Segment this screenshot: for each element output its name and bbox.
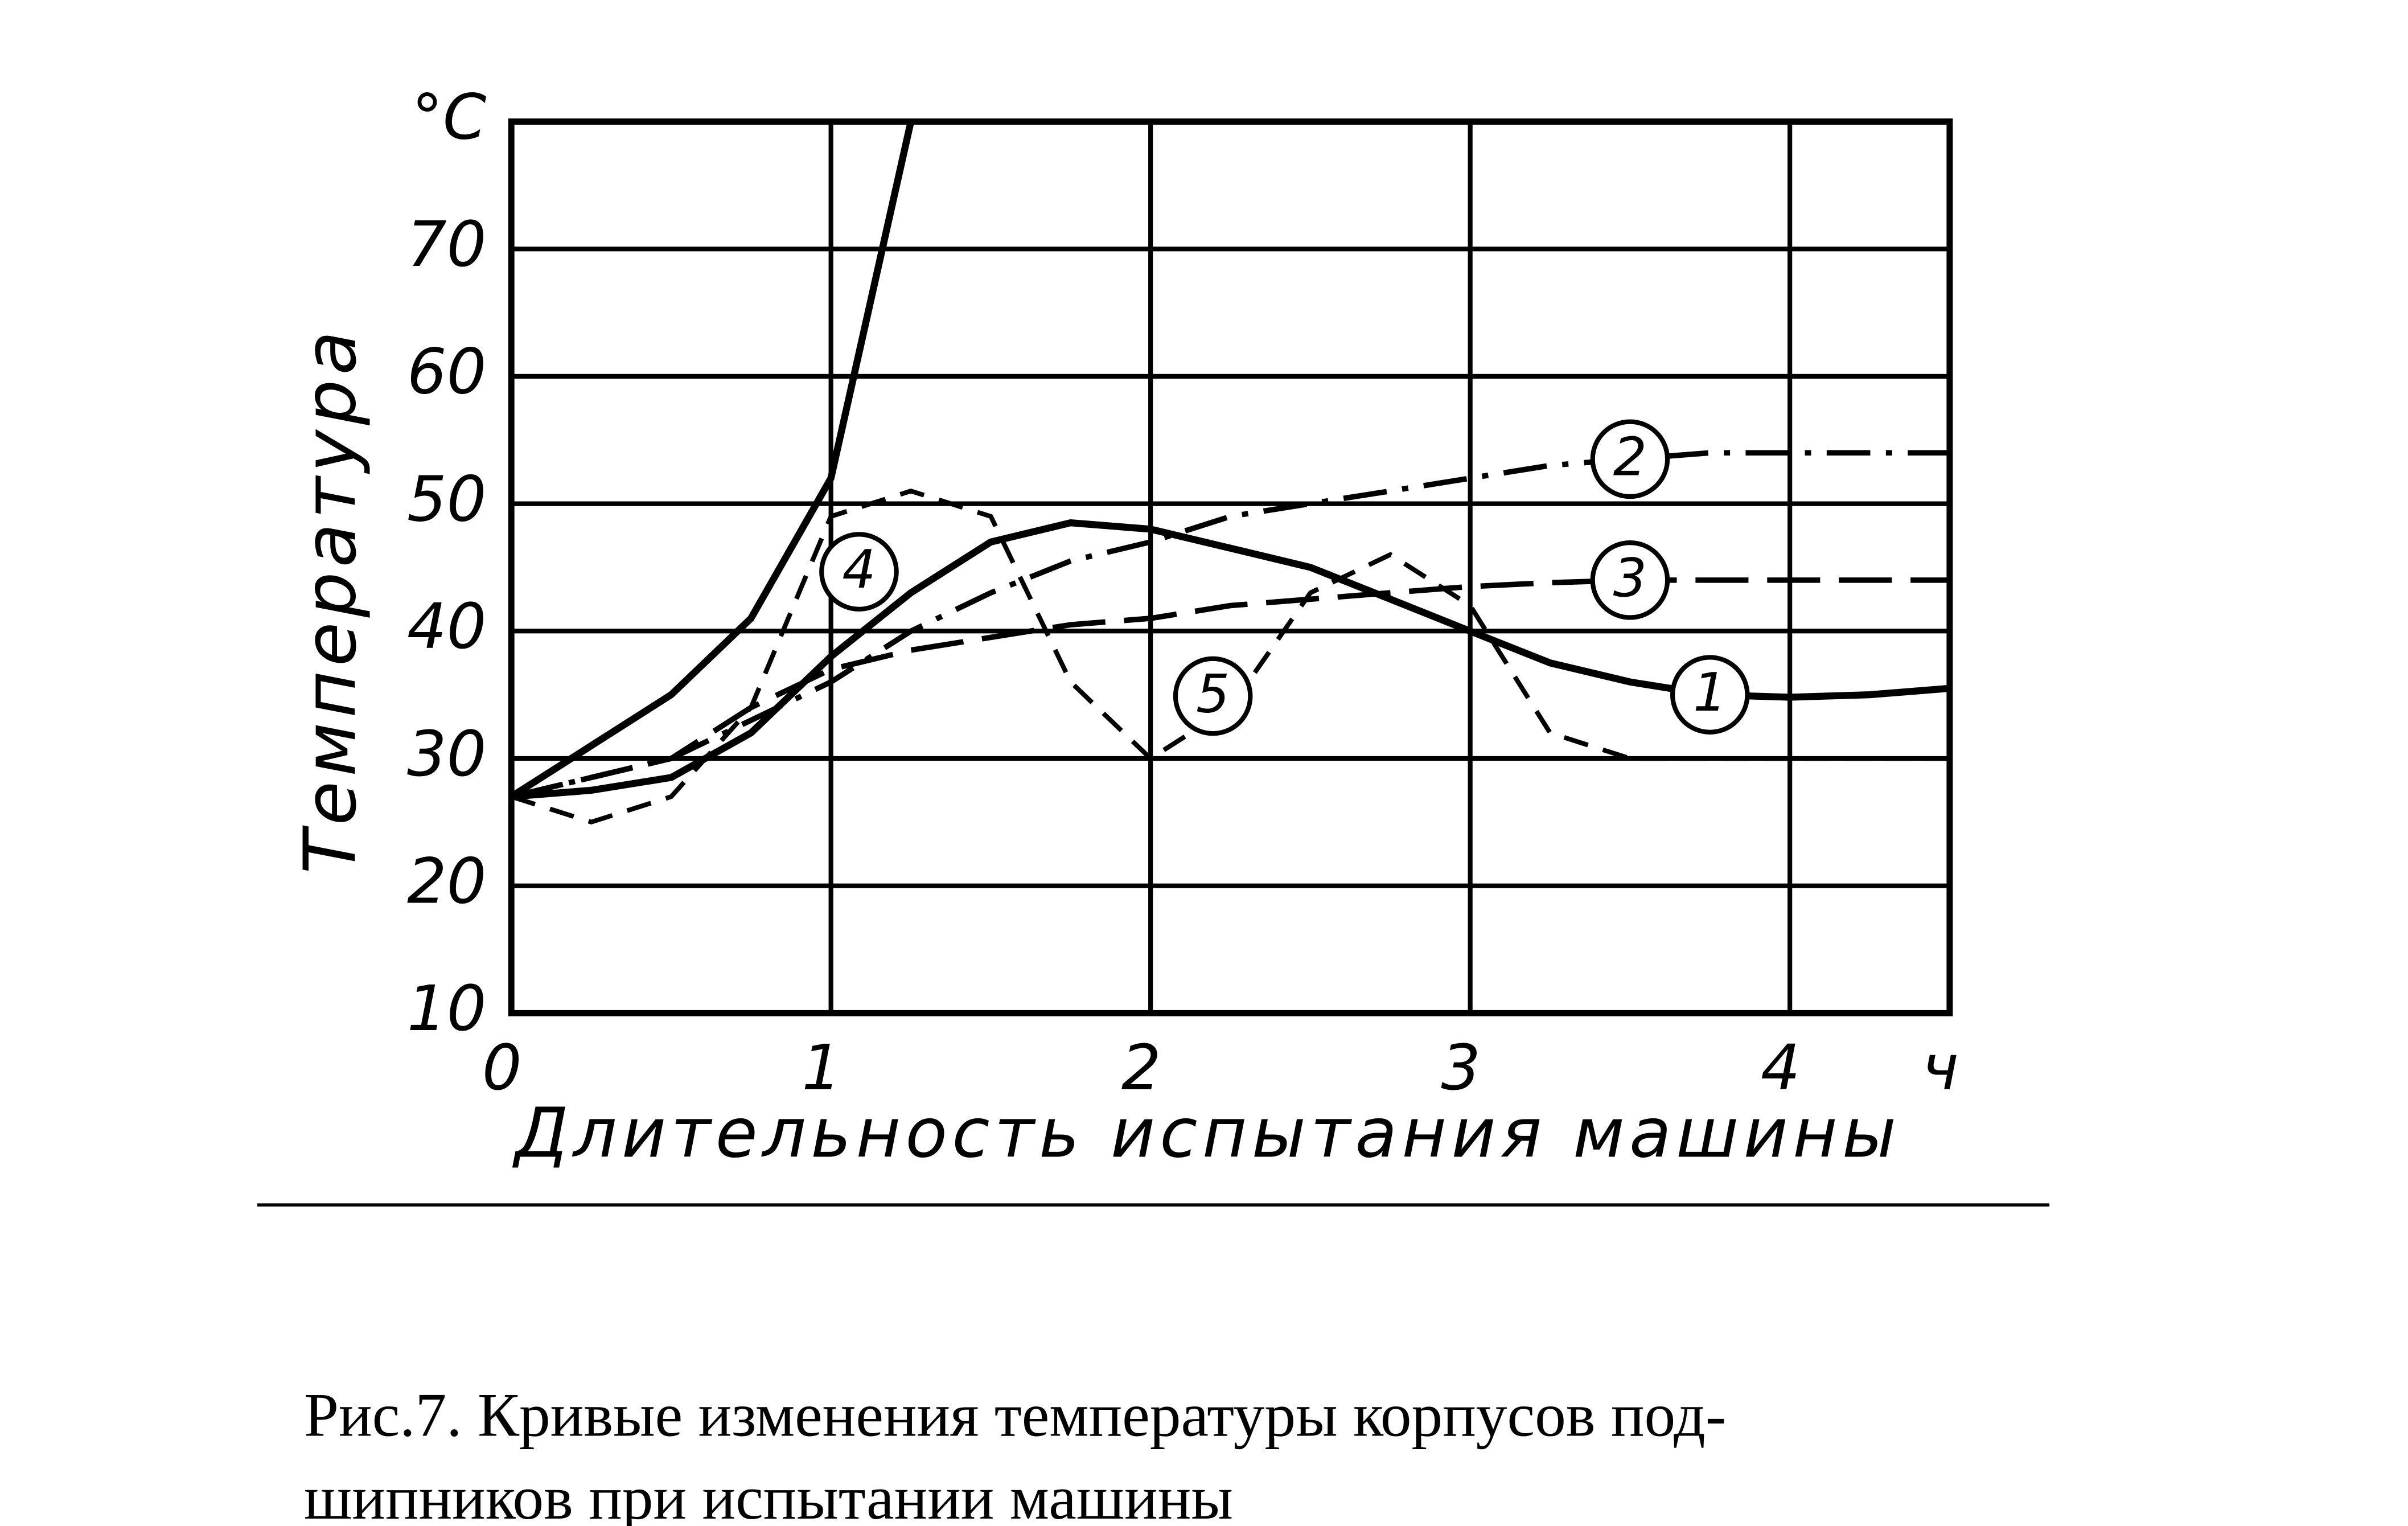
legend-label: 2 (1613, 426, 1647, 487)
y-tick-label: 40 (407, 590, 486, 663)
legend-marker (1590, 419, 1670, 499)
legend-label: 1 (1693, 662, 1727, 723)
series-line (511, 450, 1950, 799)
y-tick-label: 20 (407, 844, 486, 917)
x-tick-label: 0 (482, 1031, 522, 1104)
y-tick-label: 50 (407, 462, 486, 535)
y-tick-label: 70 (407, 208, 486, 281)
legend-label: 5 (1196, 663, 1230, 725)
y-tick-label: 10 (407, 972, 486, 1045)
x-tick-label: 4 (1761, 1031, 1801, 1104)
y-tick-label: 60 (407, 335, 486, 408)
x-tick-label: 3 (1441, 1031, 1481, 1104)
legend-label: 4 (842, 539, 876, 600)
caption-line: шипников при испытании машины (304, 1463, 1233, 1526)
legend-marker (819, 532, 899, 612)
series-line (509, 121, 915, 800)
x-tick-label: ч (1922, 1031, 1959, 1104)
x-tick-label: 1 (802, 1031, 841, 1104)
y-axis-title: Температура (289, 326, 372, 873)
series-line (510, 489, 1950, 824)
y-tick-label: °C (412, 80, 487, 153)
legend-marker (1670, 655, 1750, 735)
legend-marker (1590, 540, 1670, 620)
legend-marker (1173, 656, 1253, 736)
x-tick-label: 2 (1121, 1031, 1161, 1104)
y-tick-label: 30 (407, 717, 486, 790)
series-line (511, 519, 1950, 801)
caption-line: Рис.7. Кривые изменения температуры корп… (304, 1380, 1726, 1450)
x-axis-title: Длительность испытания машины (512, 1094, 1901, 1174)
plot-frame (508, 118, 1953, 1016)
legend-label: 3 (1613, 547, 1647, 609)
